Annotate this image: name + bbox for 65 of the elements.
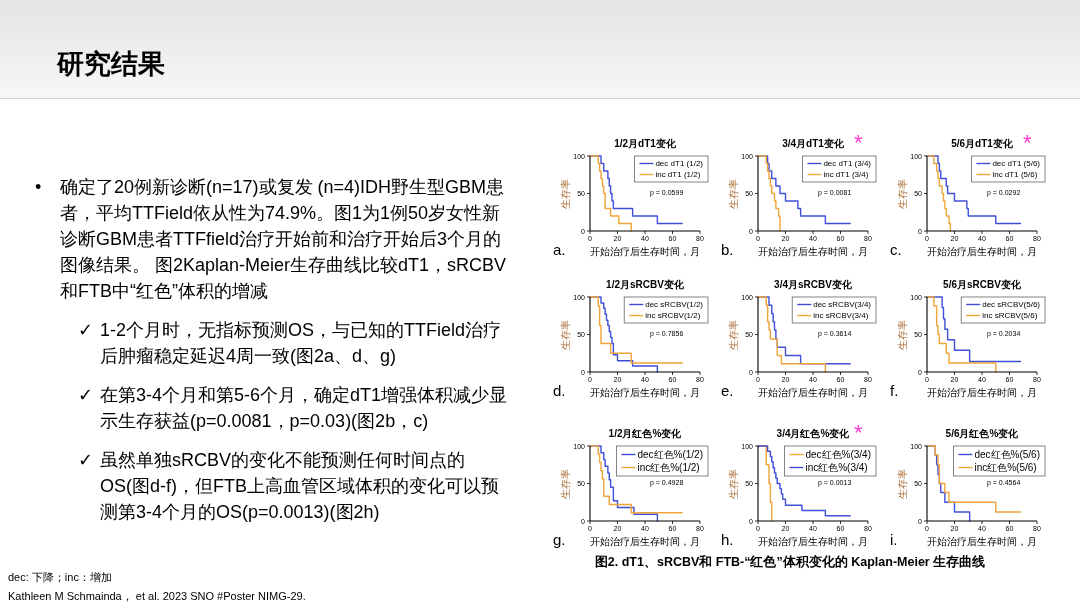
text: * — [854, 420, 863, 445]
x-axis-title: 开始治疗后生存时间，月 — [758, 387, 868, 398]
legend-label: dec dT1 (5/6) — [992, 159, 1041, 169]
legend-label: dec sRCBV(3/4) — [813, 300, 872, 310]
text: ✓ 在第3-4个月和第5-6个月，确定dT1增强体积减少显示生存获益(p=0.0081，p=0.03)(图2b，c) — [78, 384, 509, 433]
text: ✓ 1-2个月时，无指标预测OS，与已知的TTField治疗后肿瘤稳定延迟4周一致(图2a、d、g) — [78, 319, 503, 368]
text: dec: 下降；inc：增加 — [8, 570, 112, 585]
legend-label: inc dT1 (3/4) — [823, 170, 869, 180]
chart-title: 3/4月sRCBV变化 — [774, 279, 853, 290]
chart-title: 5/6月dT1变化 — [951, 138, 1014, 149]
text: ✓ 虽然单独sRCBV的变化不能预测任何时间点的OS(图d-f)，但FTB上高血管区域体积的变化可以预测第3-4个月的OS(p=0.0013)(图2h) — [78, 449, 500, 524]
text: * — [1023, 130, 1032, 155]
legend-label: dec sRCBV(5/6) — [982, 300, 1041, 310]
legend-label: inc sRCBV(3/4) — [813, 311, 869, 321]
text: a. — [553, 241, 566, 258]
chart-title: 1/2月红色%变化 — [608, 428, 683, 439]
chart-title: 5/6月sRCBV变化 — [943, 279, 1022, 290]
chart-title: 1/2月sRCBV变化 — [606, 279, 685, 290]
x-axis-title: 开始治疗后生存时间，月 — [590, 536, 700, 547]
x-axis-title: 开始治疗后生存时间，月 — [758, 246, 868, 257]
x-axis-title: 开始治疗后生存时间，月 — [758, 536, 868, 547]
text: • 确定了20例新诊断(n=17)或复发 (n=4)IDH野生型GBM患者，平均TTField依从性为74.9%。图1为1例50岁女性新诊断GBM患者TTFfield治疗开始前和治疗开始后3个月的图像结果。 图2Kaplan-Meier生存曲线比较dT1，sRCBV和FTB中“红色”体积的增减 — [35, 176, 508, 303]
y-axis-title: 生存率 — [897, 468, 908, 499]
chart-title: 5/6月红色%变化 — [945, 428, 1020, 439]
legend-label: dec sRCBV(1/2) — [645, 300, 704, 310]
y-axis-title: 生存率 — [560, 468, 571, 499]
legend-label: dec红色%(3/4) — [805, 449, 871, 460]
y-axis-title: 生存率 — [728, 319, 739, 350]
x-axis-title: 开始治疗后生存时间，月 — [590, 246, 700, 257]
legend-label: inc红色%(1/2) — [637, 462, 700, 473]
legend-label: inc sRCBV(1/2) — [645, 311, 701, 321]
legend-label: inc dT1 (5/6) — [992, 170, 1038, 180]
text: * — [854, 130, 863, 155]
text: e. — [721, 382, 734, 399]
y-axis-title: 生存率 — [728, 468, 739, 499]
text: 研究结果 — [57, 48, 165, 81]
text: h. — [721, 531, 734, 548]
x-axis-title: 开始治疗后生存时间，月 — [927, 387, 1037, 398]
text: i. — [890, 531, 898, 548]
caption: 图2. dT1、sRCBV和 FTB-“红色”体积变化的 Kaplan-Meier 生存曲线 — [593, 554, 987, 571]
chart-title: 3/4月dT1变化 — [782, 138, 845, 149]
legend-label: dec红色%(5/6) — [974, 449, 1040, 460]
legend-label: inc sRCBV(5/6) — [982, 311, 1038, 321]
y-axis-title: 生存率 — [560, 178, 571, 209]
y-axis-title: 生存率 — [728, 178, 739, 209]
y-axis-title: 生存率 — [897, 178, 908, 209]
legend-label: inc红色%(3/4) — [805, 462, 868, 473]
legend-label: inc dT1 (1/2) — [655, 170, 701, 180]
x-axis-title: 开始治疗后生存时间，月 — [927, 536, 1037, 547]
x-axis-title: 开始治疗后生存时间，月 — [927, 246, 1037, 257]
text: c. — [890, 241, 902, 258]
text: Kathleen M Schmainda， et al. 2023 SNO #Poster NIMG-29. — [8, 589, 306, 604]
legend-label: inc红色%(5/6) — [974, 462, 1037, 473]
chart-title: 1/2月dT1变化 — [614, 138, 677, 149]
legend-label: dec dT1 (3/4) — [823, 159, 872, 169]
x-axis-title: 开始治疗后生存时间，月 — [590, 387, 700, 398]
text: f. — [890, 382, 899, 399]
y-axis-title: 生存率 — [560, 319, 571, 350]
text: d. — [553, 382, 566, 399]
y-axis-title: 生存率 — [897, 319, 908, 350]
legend-label: dec红色%(1/2) — [637, 449, 703, 460]
text: b. — [721, 241, 734, 258]
chart-title: 3/4月红色%变化 — [776, 428, 851, 439]
text: g. — [553, 531, 566, 548]
legend-label: dec dT1 (1/2) — [655, 159, 704, 169]
